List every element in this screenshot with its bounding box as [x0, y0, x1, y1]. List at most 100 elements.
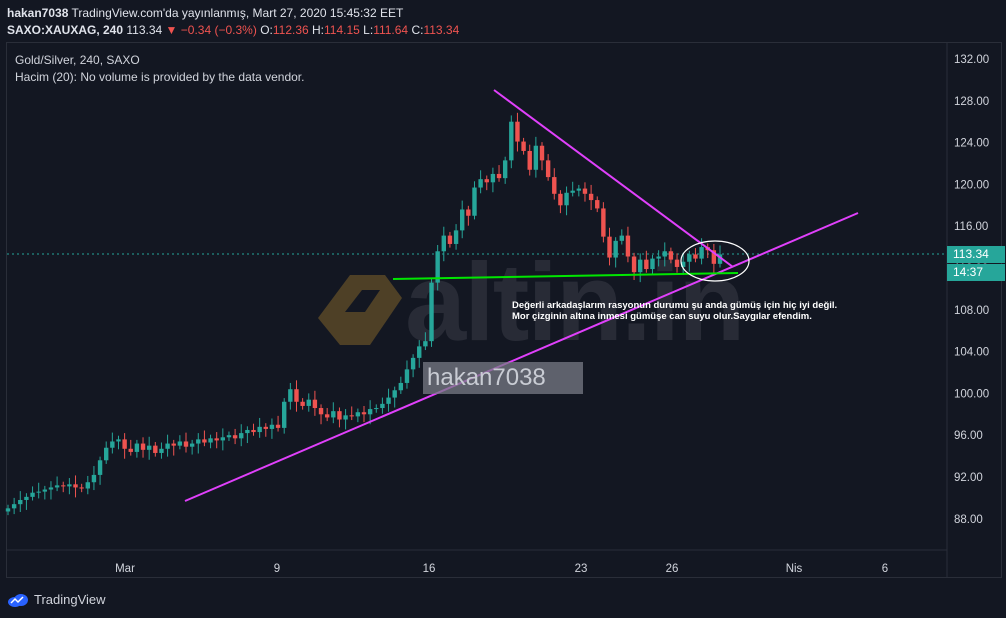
candle-body [386, 397, 391, 404]
candle-body [656, 256, 661, 259]
candle-body [165, 443, 170, 449]
author-name[interactable]: hakan7038 [7, 6, 69, 20]
support-line[interactable] [392, 272, 739, 280]
time-tick-label: Nis [786, 563, 803, 575]
footer-brand[interactable]: TradingView [7, 592, 106, 607]
candle-body [447, 235, 453, 244]
candle-body [521, 141, 526, 151]
candle-body [146, 445, 152, 450]
time-axis: Mar 9 16 23 26 Nis 6 [115, 563, 888, 575]
candle-body [110, 441, 115, 448]
candle-body [122, 439, 127, 449]
watermark-username: hakan7038 [423, 362, 583, 394]
candle-body [312, 399, 318, 409]
candle-body [380, 403, 385, 409]
candle-body [674, 259, 680, 267]
candle-body [48, 487, 54, 490]
candle-body [294, 389, 299, 402]
candle-body [196, 439, 201, 444]
candle-body [239, 433, 244, 439]
tradingview-cloud-icon [8, 593, 28, 607]
publish-info: TradingView.com'da yayınlanmış, Mart 27,… [68, 6, 404, 20]
price-tick-label: 96.00 [954, 430, 983, 442]
candle-body [374, 408, 379, 410]
candle-body [478, 179, 483, 188]
candle-body [42, 489, 48, 492]
candle-body [288, 389, 293, 402]
candle-body [527, 150, 532, 170]
candle-body [343, 415, 348, 420]
candle-body [466, 209, 471, 216]
candles [5, 112, 723, 516]
candle-body [128, 448, 133, 452]
candle-body [429, 282, 434, 342]
price-tick-label: 108.00 [954, 305, 989, 317]
candle-body [625, 235, 631, 257]
volume-note: Hacim (20): No volume is provided by the… [15, 70, 305, 84]
symbol-label: SAXO:XAUXAG, 240 [7, 23, 124, 37]
candle-body [404, 369, 410, 383]
candle-body [220, 437, 226, 441]
pane-title: Gold/Silver, 240, SAXO [15, 53, 140, 67]
candle-body [245, 429, 250, 434]
candle-body [324, 414, 330, 418]
candle-body [619, 235, 624, 241]
candle-body [202, 439, 207, 443]
candle-body [460, 209, 465, 231]
candle-body [539, 145, 545, 161]
candle-body [687, 254, 692, 262]
candle-body [423, 341, 428, 347]
candle-body [5, 508, 11, 512]
candle-body [79, 487, 84, 489]
down-arrow-icon: ▼ [165, 23, 178, 37]
candle-body [97, 460, 103, 475]
candle-body [515, 121, 520, 142]
candle-body [104, 447, 109, 461]
annotation-line-1: Değerli arkadaşlarım rasyonun durumu şu … [512, 300, 838, 311]
candle-body [392, 390, 397, 398]
symbol-header: SAXO:XAUXAG, 240 113.34 ▼ −0.34 (−0.3%) … [7, 23, 459, 37]
candle-body [453, 230, 459, 244]
candle-body [300, 401, 305, 406]
low-value: 111.64 [373, 23, 409, 37]
candle-body [607, 236, 612, 258]
time-tick-label: Mar [115, 563, 135, 575]
watermark-logo-text: altin.in [405, 241, 745, 364]
candle-body [552, 177, 557, 194]
high-value: 114.15 [324, 23, 360, 37]
candle-body [472, 187, 477, 216]
candle-body [398, 382, 404, 391]
annotation-line-2: Mor çizginin altına inmesi gümüşe can su… [512, 311, 812, 322]
candle-body [576, 188, 582, 191]
price-tick-label: 104.00 [954, 347, 989, 359]
candle-body [650, 258, 655, 270]
candle-body [509, 121, 514, 161]
falling-trendline[interactable] [493, 89, 734, 268]
candle-body [183, 441, 189, 447]
candle-body [337, 411, 342, 420]
candle-body [251, 429, 256, 433]
candle-body [484, 179, 489, 183]
highlight-circle[interactable] [680, 240, 750, 282]
chart-annotation[interactable]: Değerli arkadaşlarım rasyonun durumu şu … [512, 300, 837, 322]
open-label: O: [260, 23, 273, 37]
candle-body [24, 496, 29, 500]
candle-body [410, 357, 416, 370]
candle-body [496, 173, 502, 179]
price-tick-label: 116.00 [954, 221, 988, 233]
price-change: −0.34 (−0.3%) [180, 23, 257, 37]
close-label: C: [411, 23, 424, 37]
candle-body [269, 424, 275, 429]
candle-body [441, 235, 446, 252]
rising-trendline[interactable] [184, 212, 859, 502]
candle-body [668, 251, 674, 260]
candle-body [558, 193, 563, 206]
candle-body [367, 409, 373, 415]
candle-body [11, 504, 17, 509]
candle-body [318, 408, 324, 415]
chart-frame[interactable] [6, 42, 1002, 578]
low-label: L: [363, 23, 374, 37]
candle-body [91, 474, 97, 483]
countdown-tag: 14:37 [947, 264, 1005, 281]
